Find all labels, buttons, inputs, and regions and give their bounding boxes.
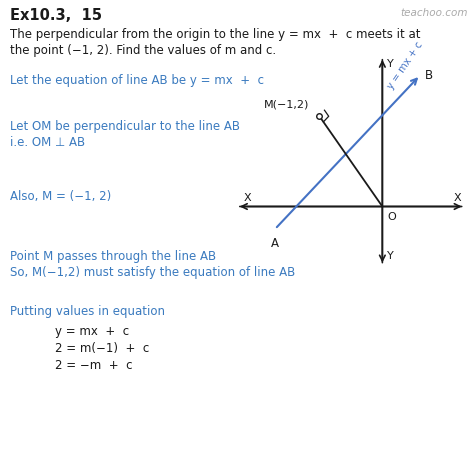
Text: A: A: [271, 237, 279, 250]
Text: y = mx + c: y = mx + c: [385, 40, 425, 91]
Text: Y: Y: [387, 251, 393, 261]
Text: B: B: [425, 69, 433, 82]
Text: Ex10.3,  15: Ex10.3, 15: [10, 8, 102, 23]
Text: 2 = m(−1)  +  c: 2 = m(−1) + c: [55, 342, 149, 355]
Text: Putting values in equation: Putting values in equation: [10, 305, 165, 318]
Text: y = mx  +  c: y = mx + c: [55, 325, 129, 338]
Text: M(−1,2): M(−1,2): [264, 99, 310, 109]
Text: X: X: [454, 193, 461, 203]
Text: O: O: [387, 212, 396, 222]
Text: Let OM be perpendicular to the line AB: Let OM be perpendicular to the line AB: [10, 120, 240, 133]
Text: So, M(−1,2) must satisfy the equation of line AB: So, M(−1,2) must satisfy the equation of…: [10, 266, 295, 279]
Text: teachoo.com: teachoo.com: [401, 8, 468, 18]
Text: i.e. OM ⊥ AB: i.e. OM ⊥ AB: [10, 136, 85, 149]
Text: the point (−1, 2). Find the values of m and c.: the point (−1, 2). Find the values of m …: [10, 44, 276, 57]
Text: Y: Y: [387, 59, 393, 69]
Text: Also, M = (−1, 2): Also, M = (−1, 2): [10, 190, 111, 203]
Text: The perpendicular from the origin to the line y = mx  +  c meets it at: The perpendicular from the origin to the…: [10, 28, 420, 41]
Text: Point M passes through the line AB: Point M passes through the line AB: [10, 250, 216, 263]
Text: 2 = −m  +  c: 2 = −m + c: [55, 359, 133, 372]
Text: X: X: [243, 193, 251, 203]
Text: Let the equation of line AB be y = mx  +  c: Let the equation of line AB be y = mx + …: [10, 74, 264, 87]
